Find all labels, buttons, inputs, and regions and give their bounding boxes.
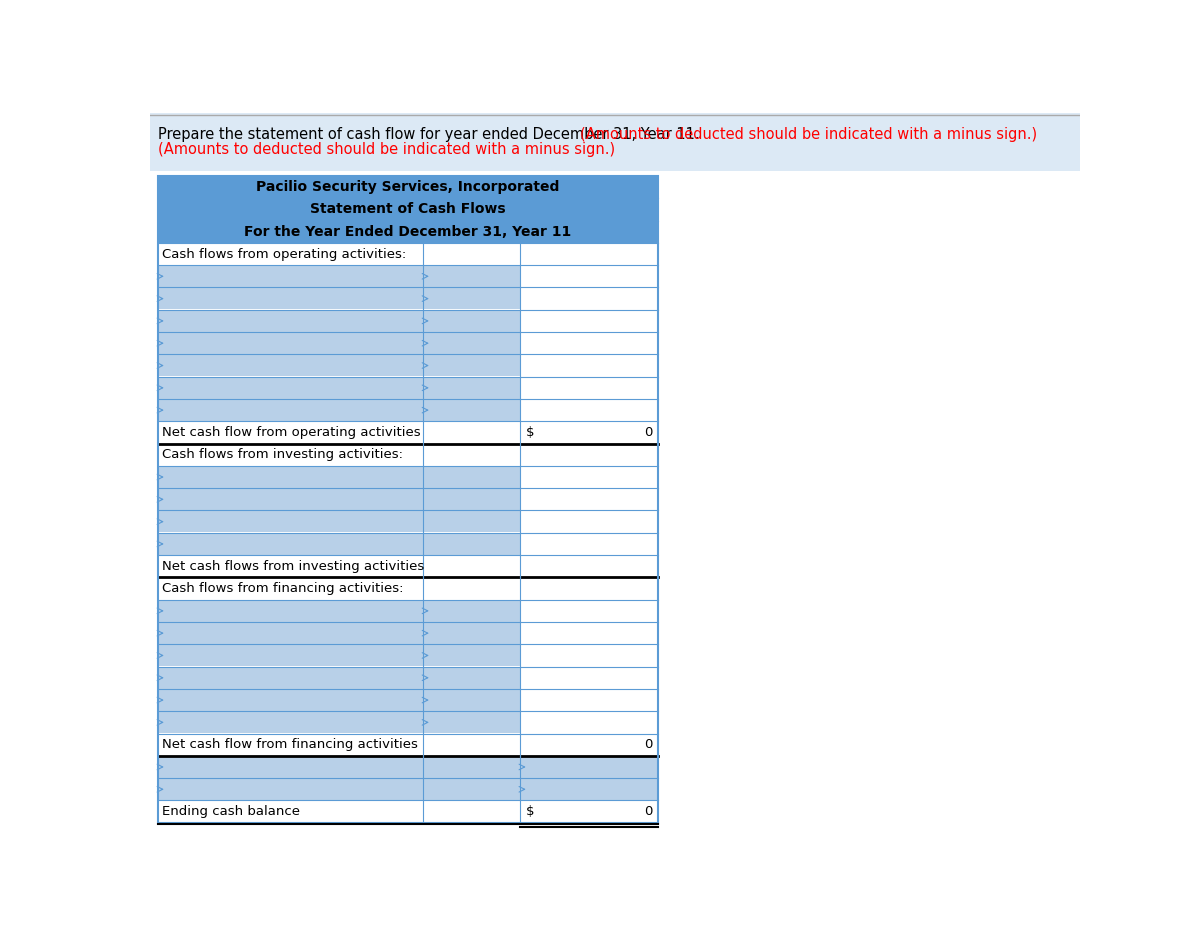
Bar — [157, 489, 422, 510]
Bar — [422, 489, 520, 510]
Bar — [422, 600, 520, 621]
Text: (Amounts to deducted should be indicated with a minus sign.): (Amounts to deducted should be indicated… — [580, 127, 1037, 142]
Bar — [157, 600, 422, 621]
Text: $: $ — [526, 805, 534, 818]
Bar — [157, 645, 422, 666]
Text: For the Year Ended December 31, Year 11: For the Year Ended December 31, Year 11 — [244, 225, 571, 239]
Bar — [157, 533, 422, 555]
Bar — [157, 778, 422, 800]
Bar — [422, 667, 520, 688]
Text: Prepare the statement of cash flow for year ended December 31, Year 11.: Prepare the statement of cash flow for y… — [157, 127, 704, 142]
Text: 0: 0 — [644, 805, 653, 818]
Bar — [520, 756, 658, 777]
Text: Cash flows from financing activities:: Cash flows from financing activities: — [162, 582, 403, 595]
Bar — [157, 622, 422, 644]
Bar — [422, 377, 520, 399]
Text: Pacilio Security Services, Incorporated: Pacilio Security Services, Incorporated — [256, 180, 559, 194]
Text: Net cash flow from financing activities: Net cash flow from financing activities — [162, 738, 418, 751]
Bar — [157, 510, 422, 532]
Bar — [422, 288, 520, 309]
Bar — [157, 756, 422, 777]
Bar — [422, 622, 520, 644]
Bar — [157, 176, 658, 198]
Bar — [422, 265, 520, 287]
Text: Cash flows from investing activities:: Cash flows from investing activities: — [162, 448, 403, 462]
Bar — [157, 198, 658, 221]
Text: (Amounts to deducted should be indicated with a minus sign.): (Amounts to deducted should be indicated… — [157, 142, 614, 157]
Bar — [422, 689, 520, 711]
Text: 0: 0 — [644, 738, 653, 751]
Bar — [157, 176, 658, 822]
Bar — [157, 176, 658, 822]
Bar — [157, 221, 658, 243]
Bar — [157, 400, 422, 421]
Bar — [157, 377, 422, 399]
Bar — [422, 333, 520, 354]
Bar — [150, 113, 1080, 170]
Bar — [422, 400, 520, 421]
Text: $: $ — [526, 426, 534, 439]
Bar — [422, 712, 520, 733]
Bar — [422, 466, 520, 488]
Bar — [422, 645, 520, 666]
Text: Statement of Cash Flows: Statement of Cash Flows — [310, 202, 505, 216]
Text: Cash flows from operating activities:: Cash flows from operating activities: — [162, 247, 406, 260]
Bar — [520, 778, 658, 800]
Bar — [157, 667, 422, 688]
Bar — [157, 310, 422, 332]
Bar — [422, 756, 520, 777]
Bar — [422, 533, 520, 555]
Bar — [422, 354, 520, 376]
Text: Net cash flow from operating activities: Net cash flow from operating activities — [162, 426, 420, 439]
Bar — [422, 310, 520, 332]
Bar — [422, 778, 520, 800]
Bar — [157, 689, 422, 711]
Bar — [157, 333, 422, 354]
Text: Net cash flows from investing activities: Net cash flows from investing activities — [162, 559, 424, 572]
Bar — [157, 265, 422, 287]
Bar — [157, 288, 422, 309]
Bar — [157, 466, 422, 488]
Bar — [157, 354, 422, 376]
Text: Ending cash balance: Ending cash balance — [162, 805, 300, 818]
Bar — [157, 712, 422, 733]
Bar — [422, 510, 520, 532]
Text: 0: 0 — [644, 426, 653, 439]
